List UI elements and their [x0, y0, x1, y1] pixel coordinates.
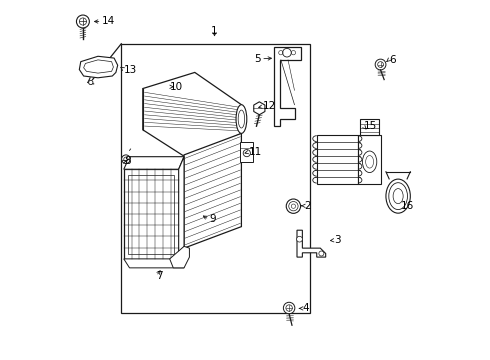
Bar	[240, 142, 253, 162]
Polygon shape	[254, 102, 265, 115]
Circle shape	[89, 80, 93, 85]
Circle shape	[76, 15, 89, 28]
Polygon shape	[124, 259, 184, 268]
Bar	[358, 135, 381, 184]
Text: 10: 10	[170, 82, 183, 92]
Text: 4: 4	[302, 303, 309, 314]
Polygon shape	[297, 230, 326, 257]
Text: 14: 14	[101, 17, 115, 27]
Ellipse shape	[386, 179, 410, 213]
Polygon shape	[143, 72, 242, 158]
Polygon shape	[170, 246, 190, 268]
Polygon shape	[317, 135, 358, 184]
Text: 9: 9	[209, 215, 216, 224]
Circle shape	[283, 302, 295, 314]
Polygon shape	[184, 134, 242, 248]
Bar	[128, 175, 174, 253]
Circle shape	[243, 149, 250, 157]
Polygon shape	[124, 157, 184, 169]
Circle shape	[375, 59, 386, 70]
Text: 5: 5	[254, 54, 261, 64]
Polygon shape	[79, 56, 118, 78]
Polygon shape	[179, 157, 184, 259]
Polygon shape	[274, 47, 300, 126]
Text: 16: 16	[401, 201, 414, 211]
Text: 15: 15	[364, 121, 377, 131]
Text: 1: 1	[211, 26, 218, 36]
Circle shape	[283, 48, 291, 57]
Text: 11: 11	[248, 147, 262, 157]
Text: 7: 7	[156, 271, 163, 281]
Text: 3: 3	[334, 235, 341, 245]
Text: 12: 12	[263, 102, 276, 112]
Text: 13: 13	[124, 64, 137, 75]
Text: 6: 6	[389, 54, 396, 64]
Circle shape	[122, 155, 130, 163]
Bar	[360, 119, 379, 135]
Circle shape	[286, 199, 300, 213]
Ellipse shape	[236, 105, 247, 134]
Circle shape	[319, 251, 324, 256]
Polygon shape	[124, 169, 179, 259]
Text: 8: 8	[124, 156, 131, 166]
Text: 2: 2	[304, 201, 311, 211]
Circle shape	[296, 236, 302, 242]
